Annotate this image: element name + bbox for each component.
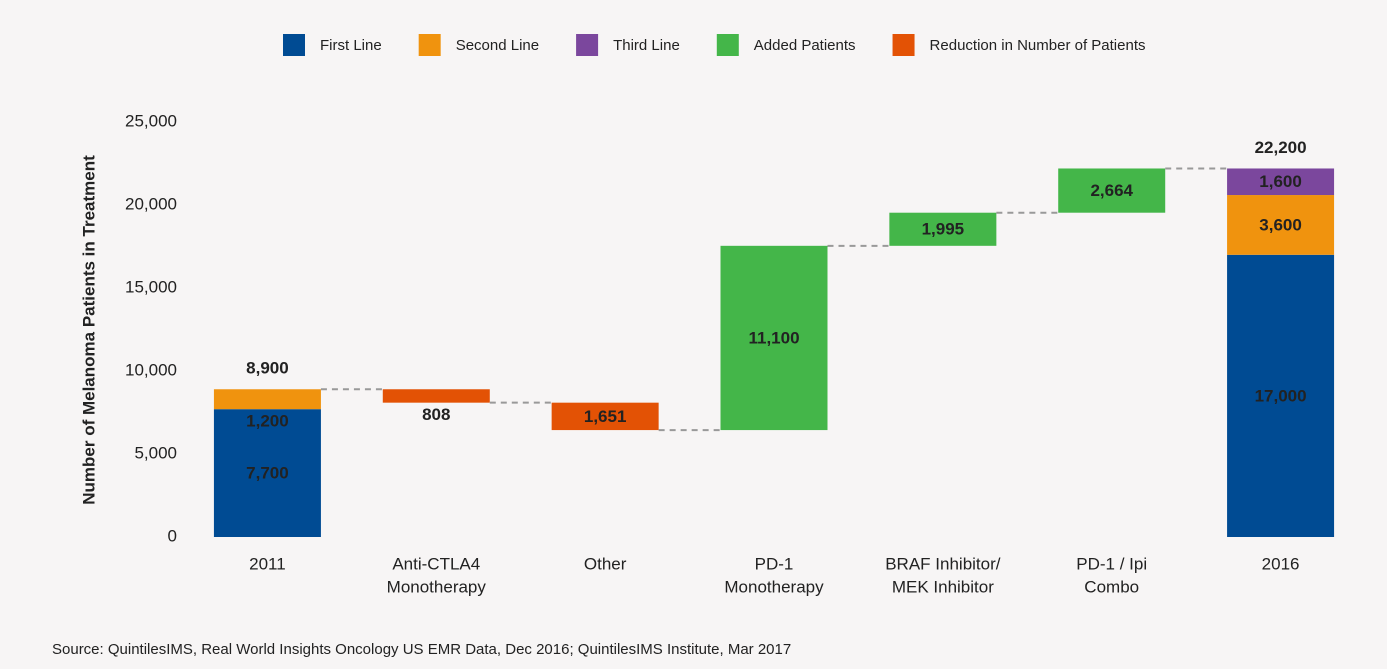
legend-swatch bbox=[716, 34, 739, 56]
y-tick-label: 25,000 bbox=[125, 111, 177, 130]
bar-segment bbox=[213, 389, 321, 410]
y-tick-label: 0 bbox=[168, 526, 177, 545]
value-label: 1,651 bbox=[584, 407, 627, 426]
legend-swatch bbox=[418, 34, 441, 56]
y-tick-label: 10,000 bbox=[125, 360, 177, 379]
legend-label: Reduction in Number of Patients bbox=[930, 37, 1146, 54]
value-label: 1,995 bbox=[922, 220, 965, 239]
value-label: 17,000 bbox=[1255, 386, 1307, 405]
value-label: 2,664 bbox=[1090, 181, 1133, 200]
legend-label: First Line bbox=[320, 37, 382, 54]
y-axis-label: Number of Melanoma Patients in Treatment bbox=[79, 155, 98, 505]
value-label: 3,600 bbox=[1259, 215, 1302, 234]
y-tick-label: 15,000 bbox=[125, 277, 177, 296]
x-tick-label: Combo bbox=[1084, 577, 1139, 596]
bar-segment bbox=[213, 409, 321, 537]
legend-swatch bbox=[283, 34, 305, 56]
x-tick-label: PD-1 bbox=[755, 554, 794, 573]
legend-swatch bbox=[576, 34, 599, 56]
x-tick-label: Other bbox=[584, 554, 627, 573]
x-tick-label: Anti-CTLA4 bbox=[392, 554, 480, 573]
value-label: 1,600 bbox=[1259, 172, 1302, 191]
value-label: 808 bbox=[422, 405, 450, 424]
x-tick-label: BRAF Inhibitor/ bbox=[885, 554, 1001, 573]
x-tick-label: 2011 bbox=[249, 554, 286, 573]
bar-segment bbox=[889, 212, 997, 246]
x-tick-label: Monotherapy bbox=[387, 577, 487, 596]
bar-segment bbox=[720, 245, 828, 431]
bar-segment bbox=[551, 402, 659, 431]
y-tick-label: 20,000 bbox=[125, 194, 177, 213]
legend-label: Third Line bbox=[613, 37, 680, 54]
bar-segment bbox=[1227, 195, 1335, 255]
source-note: Source: QuintilesIMS, Real World Insight… bbox=[52, 641, 791, 658]
total-label: 22,200 bbox=[1255, 138, 1307, 157]
x-tick-label: MEK Inhibitor bbox=[892, 577, 994, 596]
bar-segment bbox=[1058, 168, 1166, 213]
value-label: 1,200 bbox=[246, 412, 289, 431]
legend-label: Second Line bbox=[456, 37, 539, 54]
value-label: 7,700 bbox=[246, 464, 289, 483]
x-tick-label: Monotherapy bbox=[724, 577, 824, 596]
bar-segment bbox=[382, 389, 490, 403]
legend-label: Added Patients bbox=[754, 37, 856, 54]
total-label: 8,900 bbox=[246, 359, 289, 378]
legend-swatch bbox=[892, 34, 915, 56]
bar-segment bbox=[1227, 168, 1335, 196]
bar-segment bbox=[1227, 254, 1335, 538]
x-tick-label: 2016 bbox=[1262, 554, 1300, 573]
x-tick-label: PD-1 / Ipi bbox=[1076, 554, 1147, 573]
value-label: 11,100 bbox=[748, 328, 799, 347]
y-tick-label: 5,000 bbox=[134, 443, 177, 462]
